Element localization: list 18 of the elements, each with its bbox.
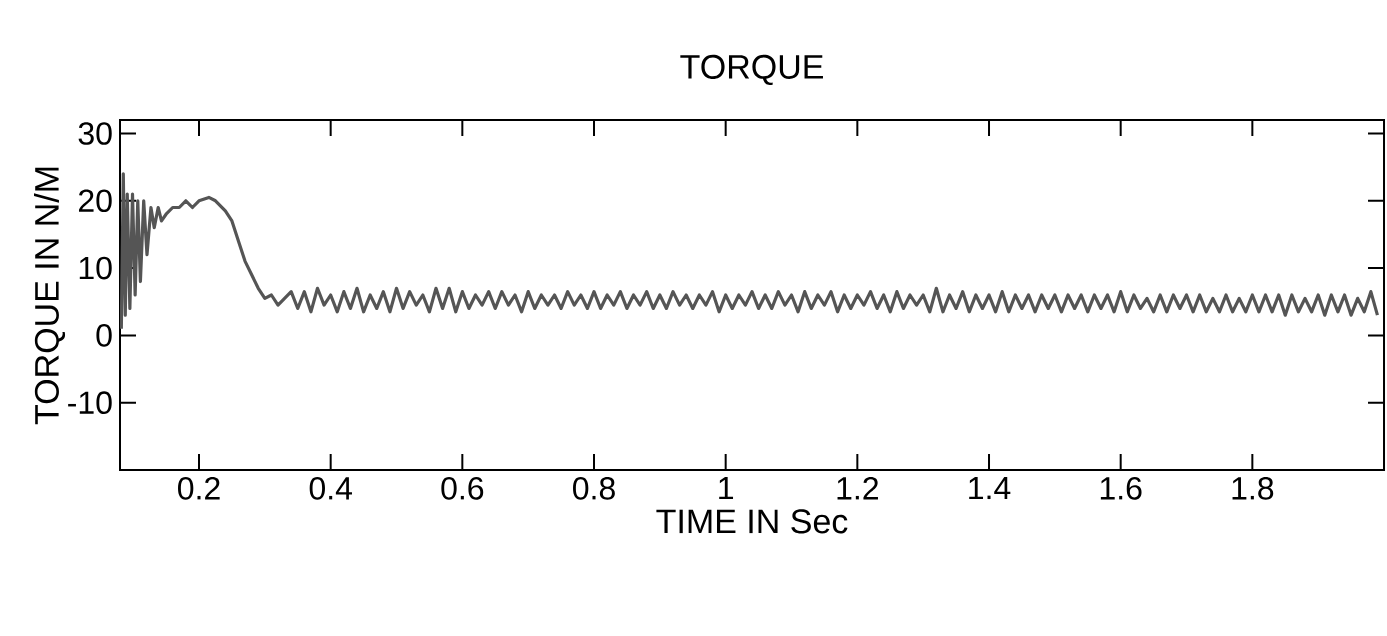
x-tick-label: 0.8: [573, 477, 615, 500]
y-tick-label: 30: [78, 122, 112, 145]
x-axis-title: TIME IN Sec: [656, 509, 848, 534]
x-tick-label: 1.6: [1100, 477, 1142, 500]
x-tick-label: 1.8: [1232, 477, 1274, 500]
y-tick-label: -10: [68, 391, 112, 415]
x-tick-label: 0.6: [441, 477, 484, 500]
x-tick-label: 1: [719, 477, 734, 500]
x-tick-label: 1.2: [837, 477, 878, 500]
y-tick-label: 20: [78, 189, 112, 213]
y-tick-label: 10: [79, 256, 112, 280]
x-tick-label: 0.2: [178, 477, 220, 500]
x-tick-label: 0.4: [309, 477, 352, 500]
y-tick-label: 0: [96, 324, 112, 347]
y-axis-title: TORQUE IN N/M: [33, 167, 66, 425]
line-series: [120, 172, 1380, 331]
x-tick-label: 1.4: [969, 477, 1011, 500]
chart-title: TORQUE: [680, 54, 823, 86]
